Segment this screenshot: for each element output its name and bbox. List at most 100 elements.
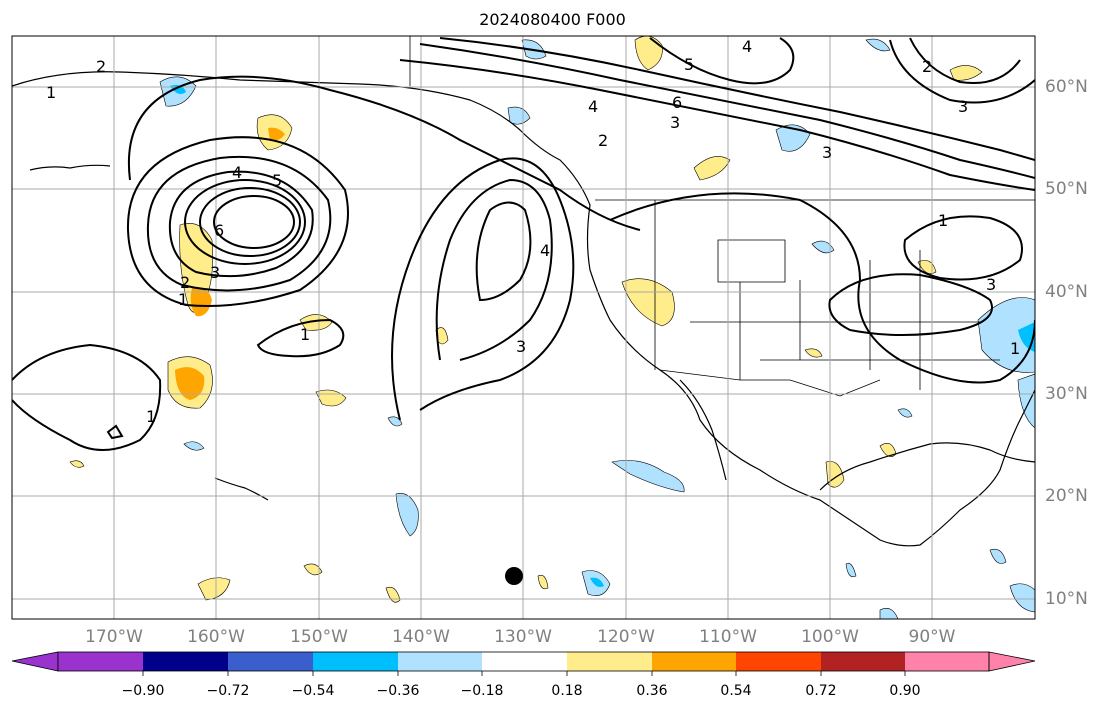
- colorbar-arrow-low: [11, 651, 59, 672]
- contour-6: [649, 37, 795, 85]
- colorbar-bin: [652, 652, 736, 671]
- colorbar-frame: [57, 651, 990, 672]
- colorbar-tick-label: 0.90: [889, 683, 921, 699]
- colorbar-bin: [482, 652, 567, 671]
- contour-5: [475, 201, 532, 302]
- contour-5: [439, 37, 1035, 161]
- colorbar-bin: [58, 652, 143, 671]
- plot-frame: [11, 35, 1036, 620]
- contour-label: 5: [272, 171, 282, 190]
- contour-label: 1: [46, 83, 56, 102]
- lat-label: 60°N: [1045, 77, 1088, 97]
- lon-label: 150°W: [290, 627, 348, 647]
- contour-4: [435, 178, 553, 361]
- colorbar-tick-label: −0.18: [460, 683, 504, 699]
- contour-3: [168, 170, 314, 278]
- contour-label: 3: [670, 113, 680, 132]
- coast-baja: [679, 379, 727, 481]
- patch-positive: [303, 563, 323, 576]
- contour-5: [199, 187, 301, 257]
- patch-negative: [811, 240, 835, 254]
- patch-negative: [611, 460, 685, 493]
- contour-label: 1: [938, 211, 948, 230]
- patch-strong-positive: [268, 127, 285, 141]
- colorbar-bin: [567, 652, 652, 671]
- colorbar-bin: [736, 652, 821, 671]
- border-us-mexico: [659, 369, 881, 397]
- contour-label: 1: [178, 290, 188, 309]
- lon-label: 120°W: [597, 627, 655, 647]
- contour-lines: [12, 37, 1035, 451]
- lon-label: 90°W: [908, 627, 956, 647]
- contour-2: [609, 192, 1035, 384]
- coast-gulf: [819, 442, 1035, 491]
- border-states: [654, 200, 1000, 390]
- lon-label: 110°W: [699, 627, 757, 647]
- contour-4: [909, 37, 1021, 84]
- patch-negative: [1017, 373, 1035, 429]
- colorbar-bin: [821, 652, 905, 671]
- contour-label: 1: [300, 325, 310, 344]
- colorbar-tick-label: −0.90: [121, 683, 165, 699]
- lat-label: 30°N: [1045, 384, 1088, 404]
- patch-strong-negative: [590, 577, 604, 587]
- lat-label: 10°N: [1045, 589, 1088, 609]
- contour-label: 4: [232, 163, 242, 182]
- lon-label: 100°W: [801, 627, 859, 647]
- contour-label: 4: [540, 241, 550, 260]
- contour-labels: 1 2 3 4 5 6 1 2 3 4 5 6 4 3 4 2 3 1 1 1 …: [46, 37, 1020, 426]
- colorbar-tick-label: 0.36: [636, 683, 668, 699]
- patch-negative: [897, 408, 913, 418]
- patch-positive: [804, 348, 823, 358]
- gridlines: [12, 36, 1035, 619]
- patch-negative: [879, 608, 899, 619]
- colorbar-tick-label: 0.72: [805, 683, 837, 699]
- patch-positive: [69, 460, 85, 468]
- colorbar-bin: [143, 652, 228, 671]
- contour-1: [903, 215, 1023, 281]
- lat-label: 50°N: [1045, 179, 1088, 199]
- lon-label: 130°W: [494, 627, 552, 647]
- contour-1: [12, 343, 162, 451]
- coastlines: [12, 71, 1035, 547]
- patch-positive: [693, 156, 731, 181]
- contour-3: [828, 273, 993, 336]
- colorbar-bin: [905, 652, 989, 671]
- patch-positive: [435, 327, 449, 345]
- contour-1: [126, 136, 349, 307]
- contour-6: [213, 195, 295, 249]
- contour-label: 3: [516, 337, 526, 356]
- lon-label: 160°W: [187, 627, 245, 647]
- contour-3: [391, 157, 575, 421]
- contour-label: 5: [684, 55, 694, 74]
- contour-label: 2: [96, 57, 106, 76]
- map-title: 2024080400 F000: [479, 10, 626, 29]
- colorbar-arrow-high: [988, 651, 1036, 672]
- contour-4: [419, 43, 1035, 179]
- colorbar-ticks: [142, 671, 906, 676]
- colorbar-tick-label: −0.72: [206, 683, 250, 699]
- patch-negative: [183, 441, 205, 451]
- contour-4: [184, 179, 306, 265]
- contour-label: 1: [1010, 339, 1020, 358]
- contour-label: 6: [672, 93, 682, 112]
- contour-1: [106, 424, 124, 440]
- storm-center-dot: [505, 567, 523, 585]
- coast-north-america: [12, 71, 1035, 547]
- colorbar-bin: [398, 652, 482, 671]
- contour-label: 6: [214, 221, 224, 240]
- lon-label: 170°W: [85, 627, 143, 647]
- coast-aleutians: [29, 164, 111, 171]
- lat-label: 40°N: [1045, 282, 1088, 302]
- contour-3: [889, 39, 1035, 104]
- patch-strong-positive: [190, 287, 212, 317]
- contour-label: 3: [958, 97, 968, 116]
- colorbar-bin: [228, 652, 313, 671]
- contour-label: 3: [822, 143, 832, 162]
- patch-negative: [865, 38, 891, 52]
- contour-label: 2: [180, 273, 190, 292]
- colorbar-tick-label: 0.54: [720, 683, 752, 699]
- patch-strong-positive: [175, 367, 205, 400]
- contour-2: [146, 155, 332, 292]
